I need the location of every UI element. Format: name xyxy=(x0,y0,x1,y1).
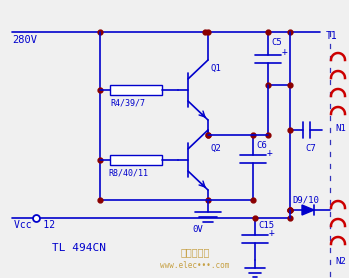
Bar xyxy=(110,85,162,95)
Text: 0V: 0V xyxy=(192,225,203,235)
Text: C15: C15 xyxy=(258,222,274,230)
Text: 280V: 280V xyxy=(12,35,37,45)
Text: +: + xyxy=(267,148,273,158)
Text: +: + xyxy=(282,47,288,57)
Text: Q2: Q2 xyxy=(210,143,221,153)
Text: C7: C7 xyxy=(305,143,316,153)
Text: T1: T1 xyxy=(326,31,338,41)
Text: N2: N2 xyxy=(335,257,346,267)
Text: R8/40/11: R8/40/11 xyxy=(108,168,148,177)
Text: Q1: Q1 xyxy=(210,63,221,73)
Bar xyxy=(110,155,162,165)
Text: www.elec•••.com: www.elec•••.com xyxy=(160,260,230,269)
Polygon shape xyxy=(302,205,314,215)
Text: TL 494CN: TL 494CN xyxy=(52,243,106,253)
Text: D9/10: D9/10 xyxy=(292,195,319,205)
Text: +: + xyxy=(269,228,275,238)
Text: C6: C6 xyxy=(256,140,267,150)
Text: 电子发烧友: 电子发烧友 xyxy=(180,247,210,257)
Text: N1: N1 xyxy=(335,123,346,133)
Text: Vcc  12: Vcc 12 xyxy=(14,220,55,230)
Text: C5: C5 xyxy=(271,38,282,46)
Text: R4/39/7: R4/39/7 xyxy=(110,98,145,108)
